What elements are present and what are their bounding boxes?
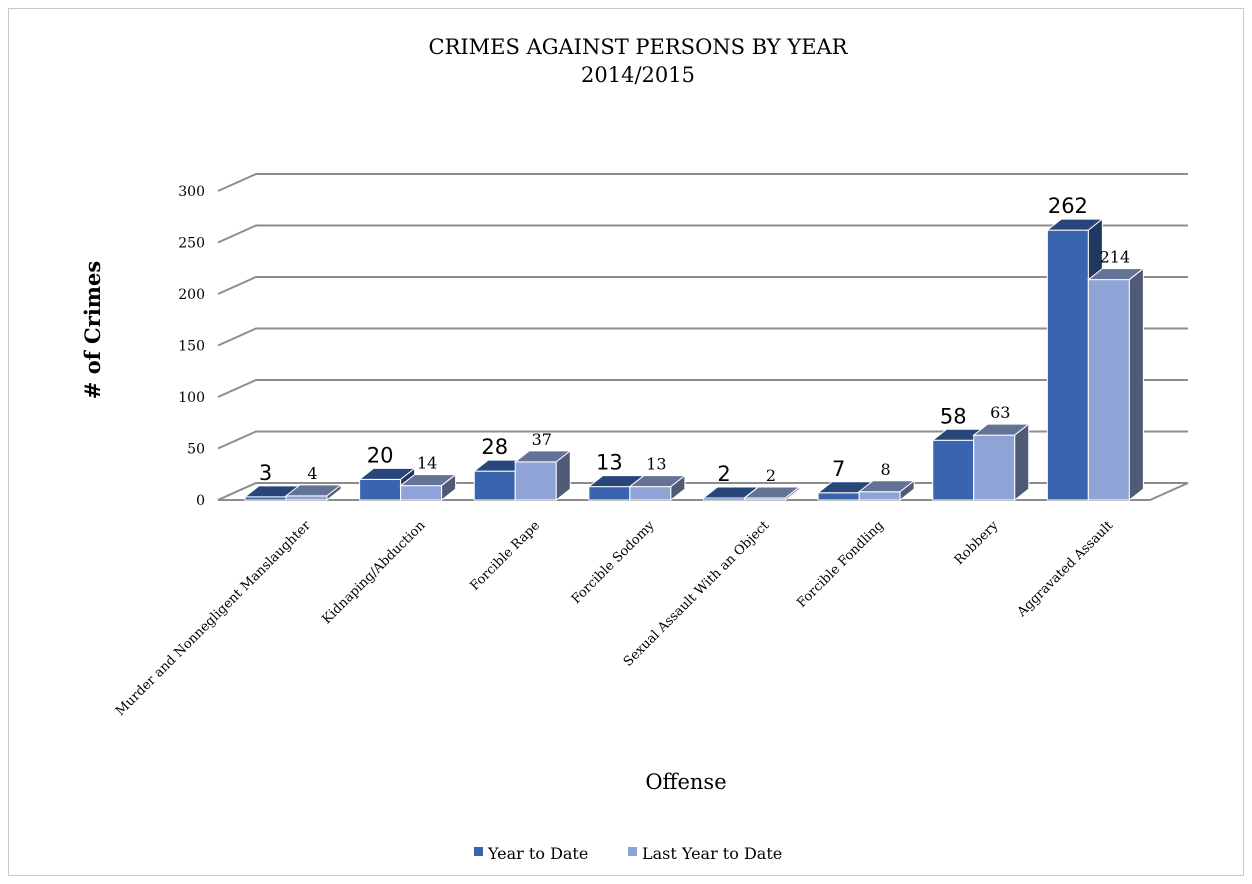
bar-front [400, 485, 443, 501]
bar-side [670, 474, 686, 502]
data-label: 13 [596, 451, 623, 475]
x-tick-label: Aggravated Assault [1014, 518, 1117, 621]
bar-front [932, 439, 975, 501]
y-tick-label: 250 [178, 236, 205, 252]
y-axis-label: # of Crimes [80, 261, 105, 399]
data-label: 8 [881, 460, 891, 479]
chart-title-line1: CRIMES AGAINST PERSONS BY YEAR [429, 35, 849, 59]
data-label: 37 [532, 430, 552, 449]
bar-front [285, 495, 328, 501]
gridline [217, 173, 1188, 192]
y-axis-ticks: 0 50 100 150 200 250 300 [178, 184, 205, 509]
data-label: 262 [1048, 194, 1088, 218]
gridline [217, 379, 1188, 398]
data-label: 2 [766, 466, 776, 485]
y-tick-label: 300 [178, 184, 205, 200]
x-tick-label: Kidnaping/Abduction [319, 518, 428, 627]
bar-side [555, 449, 571, 502]
y-tick-label: 150 [178, 339, 205, 355]
x-axis-label: Offense [645, 770, 726, 794]
data-label: 14 [417, 454, 437, 473]
data-label: 214 [1100, 248, 1131, 267]
legend: Year to Date Last Year to Date [474, 844, 782, 863]
gridline [217, 224, 1188, 244]
gridlines [217, 173, 1189, 501]
bar-side [441, 473, 457, 502]
y-tick-label: 0 [196, 493, 205, 509]
bar-front [973, 434, 1016, 501]
data-label: 3 [259, 461, 272, 485]
bar-front [629, 486, 672, 501]
chart-frame [8, 8, 1244, 876]
data-label: 58 [940, 404, 967, 428]
legend-entry: Last Year to Date [642, 844, 782, 863]
data-label: 20 [367, 443, 394, 467]
bar-front [817, 492, 860, 501]
gridline [217, 276, 1188, 295]
bar-side [899, 479, 915, 502]
x-tick-label: Murder and Nonnegligent Manslaughter [113, 518, 314, 719]
gridline [217, 430, 1188, 450]
x-tick-label: Robbery [952, 518, 1002, 568]
data-label: 28 [481, 435, 508, 459]
x-tick-label: Forcible Sodomy [569, 518, 658, 607]
bar-front [514, 461, 557, 501]
bar-front [588, 486, 631, 501]
bar-front [1087, 279, 1130, 501]
bar-front [858, 491, 901, 501]
data-label: 7 [832, 457, 845, 481]
bar-front [359, 478, 402, 501]
data-label: 4 [307, 464, 317, 483]
chart-title-line2: 2014/2015 [581, 63, 695, 87]
y-tick-label: 100 [178, 390, 205, 406]
data-label: 13 [646, 455, 666, 474]
data-label: 63 [990, 403, 1010, 422]
bar-side [326, 483, 342, 502]
legend-entry: Year to Date [487, 844, 588, 863]
x-tick-label: Forcible Rape [467, 518, 543, 594]
bar-front [1046, 229, 1089, 501]
x-tick-label: Forcible Fondling [794, 518, 887, 611]
gridline [217, 327, 1188, 347]
bar-side [785, 485, 800, 502]
legend-swatch [474, 847, 483, 856]
bar-side [1014, 423, 1030, 502]
bar-front [473, 470, 516, 501]
x-axis-ticks: Murder and Nonnegligent Manslaughter Kidn… [113, 518, 1117, 719]
y-tick-label: 200 [178, 287, 205, 303]
y-tick-label: 50 [187, 442, 205, 458]
bars: 3 4 20 14 28 37 13 13 2 2 7 8 58 63 262 214 [243, 194, 1145, 502]
legend-swatch [628, 847, 637, 856]
bar-side [1128, 267, 1144, 502]
data-label: 2 [717, 462, 730, 486]
